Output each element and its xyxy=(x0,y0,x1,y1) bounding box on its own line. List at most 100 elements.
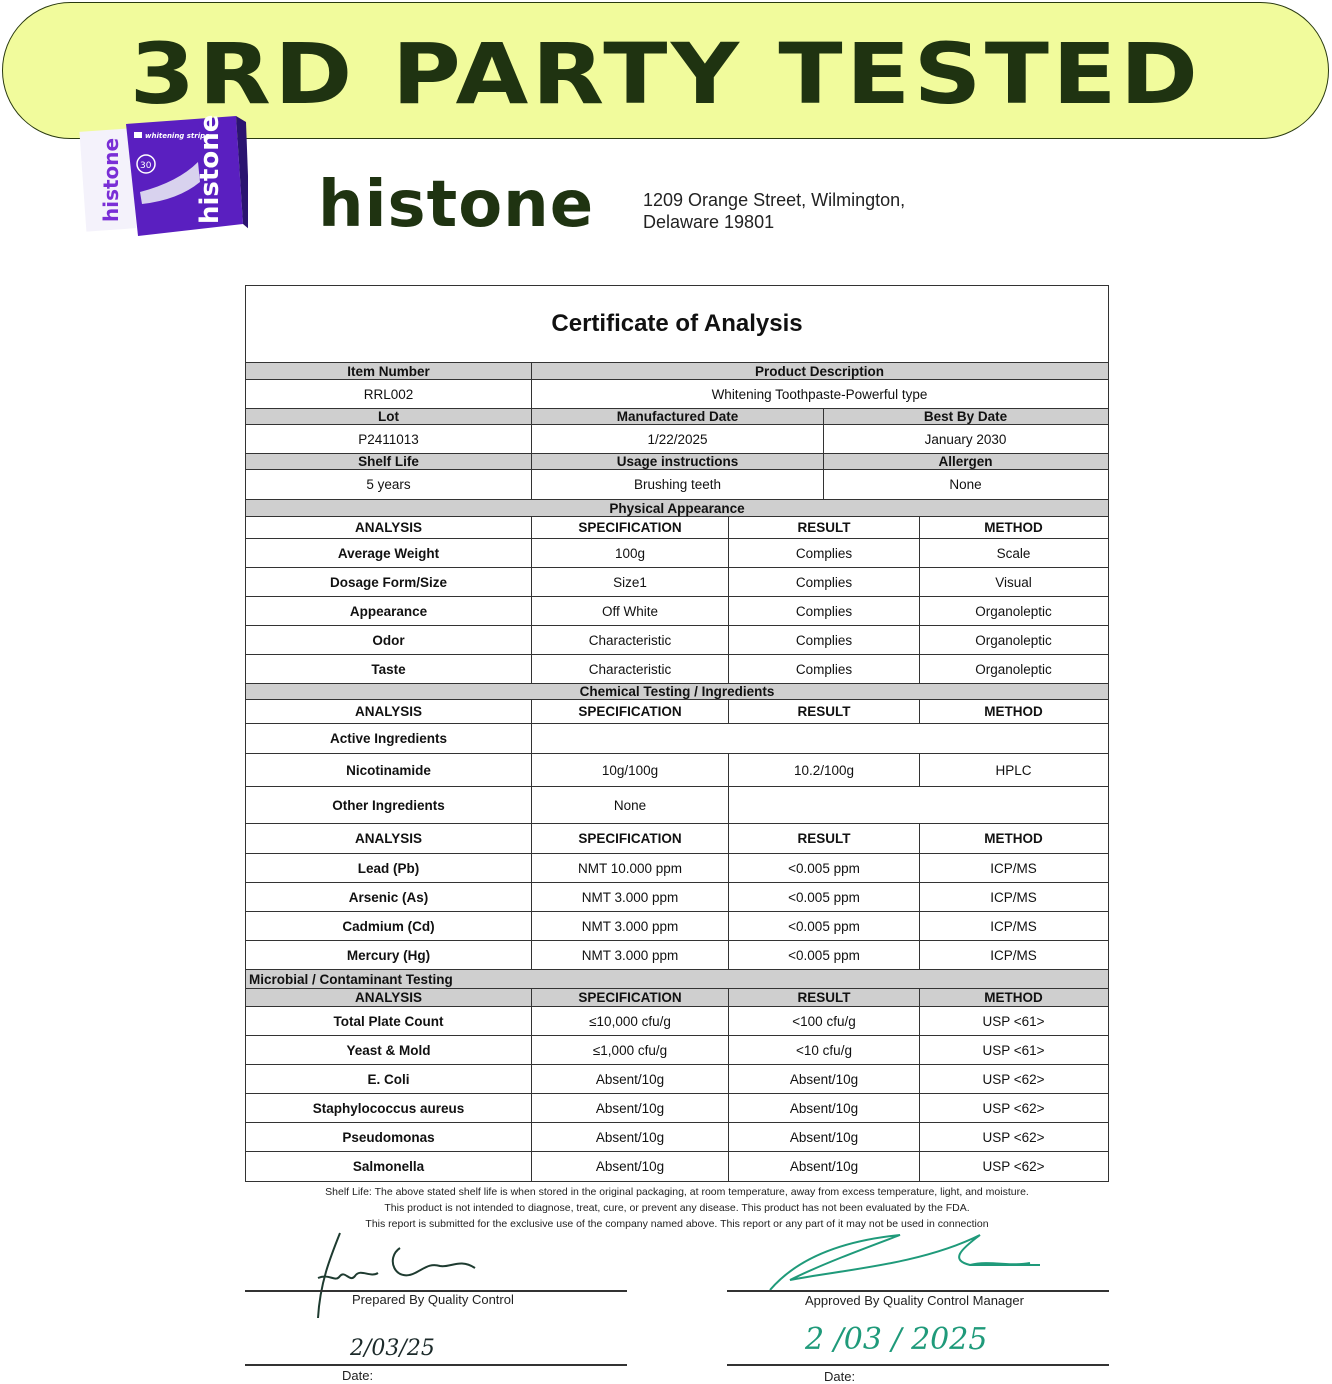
table-cell: <0.005 ppm xyxy=(729,941,920,969)
table-cell: HPLC xyxy=(995,762,1032,778)
analysis-name: Yeast & Mold xyxy=(246,1036,532,1064)
table-row: Pseudomonas Absent/10g Absent/10g USP <62> xyxy=(246,1123,1108,1152)
table-cell: Organoleptic xyxy=(975,661,1052,677)
banner-title: 3RD PARTY TESTED xyxy=(129,25,1202,123)
table-cell: <0.005 ppm xyxy=(729,854,920,882)
certificate-title: Certificate of Analysis xyxy=(246,286,1108,363)
table-cell: Off White xyxy=(532,597,729,625)
column-header: METHOD xyxy=(984,990,1043,1005)
table-row: Other Ingredients None xyxy=(246,787,1108,824)
value-cell: 1/22/2025 xyxy=(532,425,824,453)
header-cell: Shelf Life xyxy=(246,454,532,469)
table-row: Cadmium (Cd) NMT 3.000 ppm <0.005 ppm ICP/M… xyxy=(246,912,1108,941)
analysis-name: Arsenic (As) xyxy=(246,883,532,911)
table-cell: NMT 3.000 ppm xyxy=(532,883,729,911)
table-row: Salmonella Absent/10g Absent/10g USP <62> xyxy=(246,1152,1108,1181)
header-cell: Manufactured Date xyxy=(532,409,824,424)
svg-text:30: 30 xyxy=(140,161,152,171)
table-cell: <0.005 ppm xyxy=(729,912,920,940)
table-cell: 100g xyxy=(532,539,729,567)
date-line xyxy=(245,1364,627,1366)
value-cell: Whitening Toothpaste-Powerful type xyxy=(711,386,928,402)
table-cell: NMT 3.000 ppm xyxy=(532,941,729,969)
table-cell: Absent/10g xyxy=(729,1123,920,1151)
column-header-row: ANALYSIS SPECIFICATION RESULT METHOD xyxy=(246,517,1108,539)
signature-line xyxy=(245,1290,627,1292)
address-line: 1209 Orange Street, Wilmington, xyxy=(643,190,906,210)
info-header-row: Lot Manufactured Date Best By Date xyxy=(246,409,1108,425)
analysis-name: Mercury (Hg) xyxy=(246,941,532,969)
table-row: Lead (Pb) NMT 10.000 ppm <0.005 ppm ICP/MS xyxy=(246,854,1108,883)
column-header: SPECIFICATION xyxy=(532,700,729,723)
column-header-row: ANALYSIS SPECIFICATION RESULT METHOD xyxy=(246,989,1108,1007)
table-row: Taste Characteristic Complies Organoleptic xyxy=(246,655,1108,684)
analysis-name: Dosage Form/Size xyxy=(246,568,532,596)
table-row: Odor Characteristic Complies Organoleptic xyxy=(246,626,1108,655)
header-cell: Lot xyxy=(246,409,532,424)
approved-date: 2 /03 / 2025 xyxy=(805,1322,988,1357)
analysis-name: Lead (Pb) xyxy=(246,854,532,882)
column-header: SPECIFICATION xyxy=(532,517,729,538)
table-row: Active Ingredients xyxy=(246,724,1108,754)
box-subtitle: whitening strips xyxy=(145,132,209,140)
header-cell: Allergen xyxy=(938,454,993,469)
header-cell: Usage instructions xyxy=(532,454,824,469)
table-cell: 10g/100g xyxy=(532,754,729,786)
signature-line xyxy=(727,1290,1109,1292)
product-image: histone whitening strips histone 30 xyxy=(79,115,248,236)
column-header-row: ANALYSIS SPECIFICATION RESULT METHOD xyxy=(246,700,1108,724)
brand-name: histone xyxy=(318,168,595,242)
table-cell xyxy=(532,724,1107,753)
approved-signature xyxy=(769,1234,1040,1291)
date-label: Date: xyxy=(342,1368,374,1383)
section-row: Physical Appearance xyxy=(246,500,1108,517)
table-cell: USP <62> xyxy=(982,1071,1045,1087)
analysis-name: Appearance xyxy=(246,597,532,625)
column-header: METHOD xyxy=(984,704,1043,719)
column-header: SPECIFICATION xyxy=(532,989,729,1006)
prepared-by-label: Prepared By Quality Control xyxy=(352,1292,514,1307)
value-cell: RRL002 xyxy=(246,380,532,408)
analysis-name: Salmonella xyxy=(246,1152,532,1181)
section-row: Chemical Testing / Ingredients xyxy=(246,684,1108,700)
value-cell: P2411013 xyxy=(246,425,532,453)
table-cell: Characteristic xyxy=(532,626,729,654)
info-value-row: 5 years Brushing teeth None xyxy=(246,470,1108,500)
table-cell: Visual xyxy=(995,574,1032,590)
analysis-name: Odor xyxy=(246,626,532,654)
table-row: E. Coli Absent/10g Absent/10g USP <62> xyxy=(246,1065,1108,1094)
table-cell: Complies xyxy=(729,568,920,596)
table-cell: Organoleptic xyxy=(975,603,1052,619)
column-header: ANALYSIS xyxy=(246,824,532,853)
header-cell: Best By Date xyxy=(923,409,1008,424)
table-cell: USP <62> xyxy=(982,1100,1045,1116)
table-row: Appearance Off White Complies Organoleptic xyxy=(246,597,1108,626)
table-cell: Absent/10g xyxy=(532,1123,729,1151)
address-line: Delaware 19801 xyxy=(643,212,775,232)
table-cell: ICP/MS xyxy=(990,889,1037,905)
column-header: RESULT xyxy=(729,700,920,723)
analysis-name: Total Plate Count xyxy=(246,1007,532,1035)
table-cell: <10 cfu/g xyxy=(729,1036,920,1064)
analysis-name: Cadmium (Cd) xyxy=(246,912,532,940)
table-cell: Complies xyxy=(729,626,920,654)
column-header: ANALYSIS xyxy=(246,517,532,538)
table-cell: Characteristic xyxy=(532,655,729,683)
table-cell: <100 cfu/g xyxy=(729,1007,920,1035)
table-cell: Absent/10g xyxy=(729,1152,920,1181)
note: This report is submitted for the exclusi… xyxy=(365,1218,989,1230)
table-cell: <0.005 ppm xyxy=(729,883,920,911)
table-row: Dosage Form/Size Size1 Complies Visual xyxy=(246,568,1108,597)
section-title: Microbial / Contaminant Testing xyxy=(249,971,453,987)
table-cell: Complies xyxy=(729,655,920,683)
prepared-signature xyxy=(317,1232,476,1319)
table-cell xyxy=(729,787,1107,823)
info-header-row: Shelf Life Usage instructions Allergen xyxy=(246,454,1108,470)
table-cell: Absent/10g xyxy=(532,1152,729,1181)
table-cell: Absent/10g xyxy=(729,1094,920,1122)
table-cell: ≤10,000 cfu/g xyxy=(532,1007,729,1035)
analysis-name: Other Ingredients xyxy=(246,787,532,823)
analysis-name: Pseudomonas xyxy=(246,1123,532,1151)
approved-by-label: Approved By Quality Control Manager xyxy=(805,1293,1024,1308)
pouch-brand-label: histone xyxy=(99,138,123,222)
